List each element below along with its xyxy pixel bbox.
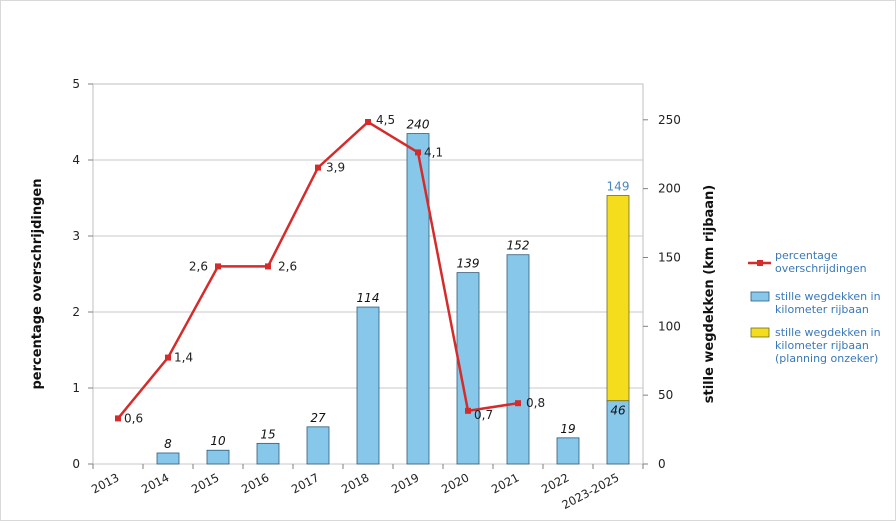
bar bbox=[506, 254, 530, 465]
x-tick-label: 2018 bbox=[339, 470, 371, 496]
bar bbox=[406, 133, 430, 465]
left-tick-label: 1 bbox=[72, 381, 80, 395]
right-tick-label: 100 bbox=[658, 319, 681, 333]
x-tick-label: 2015 bbox=[189, 470, 221, 496]
legend-label: percentage bbox=[775, 249, 838, 262]
bar-value-label: 240 bbox=[407, 118, 430, 132]
legend-label: stille wegdekken in bbox=[775, 290, 881, 303]
line-marker bbox=[265, 263, 271, 270]
line-marker bbox=[115, 415, 121, 422]
x-tick-label: 2017 bbox=[289, 470, 321, 496]
line-value-label: 2,6 bbox=[189, 259, 208, 273]
line-value-label: 2,6 bbox=[278, 259, 297, 273]
line-value-label: 4,1 bbox=[424, 145, 443, 159]
x-tick-label: 2020 bbox=[439, 470, 471, 496]
line-value-label: 0,7 bbox=[474, 408, 493, 422]
bar bbox=[556, 437, 580, 465]
right-tick-label: 50 bbox=[658, 388, 673, 402]
bar-value-label: 15 bbox=[260, 427, 275, 441]
line-value-label: 3,9 bbox=[326, 161, 345, 175]
bar bbox=[356, 306, 380, 465]
bar-value-label: 8 bbox=[164, 437, 172, 451]
line-marker bbox=[465, 407, 471, 414]
bar-stacked bbox=[606, 195, 630, 402]
bars bbox=[156, 133, 630, 465]
bar-value-label: 114 bbox=[357, 291, 380, 305]
legend-line-marker bbox=[757, 260, 763, 266]
left-tick-label: 5 bbox=[72, 77, 80, 91]
right-tick-label: 200 bbox=[658, 182, 681, 196]
x-tick-label: 2021 bbox=[489, 470, 521, 496]
bar-total-label: 149 bbox=[607, 180, 630, 194]
x-tick-label: 2013 bbox=[89, 470, 121, 496]
legend-label: kilometer rijbaan bbox=[775, 303, 869, 316]
line-marker bbox=[365, 119, 371, 125]
bar-value-label: 139 bbox=[457, 257, 480, 271]
line-marker bbox=[165, 354, 171, 361]
y-left-axis-title: percentage overschrijdingen bbox=[30, 179, 45, 390]
line-marker bbox=[315, 164, 321, 171]
line-marker bbox=[215, 263, 221, 270]
right-tick-label: 150 bbox=[658, 250, 681, 264]
bar bbox=[206, 449, 230, 465]
x-tick-label: 2022 bbox=[539, 470, 571, 496]
bar-value-label: 152 bbox=[507, 239, 530, 253]
legend-bar-swatch bbox=[750, 327, 770, 338]
bar-value-label: 27 bbox=[310, 411, 326, 425]
line-marker bbox=[415, 149, 421, 156]
right-tick-label: 250 bbox=[658, 113, 681, 127]
legend-label: overschrijdingen bbox=[775, 262, 867, 275]
bar-value-label: 10 bbox=[210, 434, 226, 448]
x-tick-label: 2023-2025 bbox=[559, 470, 621, 512]
right-tick-label: 0 bbox=[658, 457, 666, 471]
bar-value-label: 46 bbox=[610, 404, 626, 418]
x-tick-label: 2019 bbox=[389, 470, 421, 496]
left-tick-label: 4 bbox=[72, 153, 80, 167]
bar bbox=[156, 452, 180, 465]
left-tick-label: 3 bbox=[72, 229, 80, 243]
line-series bbox=[115, 119, 521, 422]
bar-value-label: 19 bbox=[560, 422, 575, 436]
y-right-axis-title: stille wegdekken (km rijbaan) bbox=[702, 185, 717, 404]
legend-label: kilometer rijbaan bbox=[775, 339, 869, 352]
line-value-label: 4,5 bbox=[376, 113, 395, 127]
legend-label: stille wegdekken in bbox=[775, 326, 881, 339]
line-value-label: 0,6 bbox=[124, 411, 143, 425]
line-marker bbox=[515, 400, 521, 407]
legend-label: (planning onzeker) bbox=[775, 352, 878, 365]
bar bbox=[256, 442, 280, 465]
line-value-label: 0,8 bbox=[526, 396, 545, 410]
legend-bar-swatch bbox=[750, 291, 770, 302]
left-tick-label: 0 bbox=[72, 457, 80, 471]
left-tick-label: 2 bbox=[72, 305, 80, 319]
x-tick-label: 2014 bbox=[139, 470, 171, 496]
bar bbox=[306, 426, 330, 465]
line-value-label: 1,4 bbox=[174, 351, 193, 365]
x-tick-label: 2016 bbox=[239, 470, 271, 496]
labels: 8 10 15 27 114 240 139 152 19 46 149 0,6 1,4 2,6 2,6 3,… bbox=[124, 113, 629, 451]
bar bbox=[456, 272, 480, 465]
